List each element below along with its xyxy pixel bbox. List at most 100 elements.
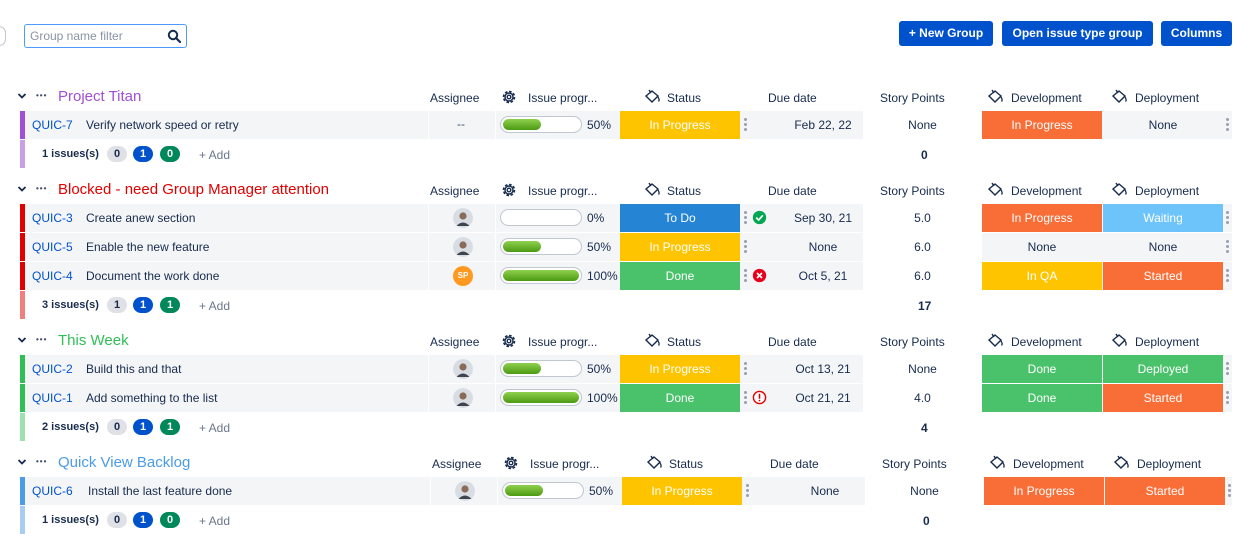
- deployment-column-header[interactable]: Deployment: [1135, 91, 1200, 105]
- status-lozenge[interactable]: In Progress: [620, 111, 740, 139]
- assignee-avatar[interactable]: [455, 481, 475, 501]
- add-issue-link[interactable]: + Add: [199, 299, 231, 313]
- issue-key-link[interactable]: QUIC-4: [32, 269, 73, 283]
- story-points-column-header[interactable]: Story Points: [882, 457, 947, 471]
- assignee-cell[interactable]: [428, 355, 496, 383]
- issue-row[interactable]: QUIC-4 Document the work done SP 100% Done Oc…: [20, 262, 1232, 290]
- story-points-column-header[interactable]: Story Points: [880, 184, 945, 198]
- group-actions-menu-button[interactable]: •••: [36, 335, 48, 344]
- progress-column-header[interactable]: Issue progr...: [528, 91, 598, 105]
- due-date-column-header[interactable]: Due date: [770, 457, 819, 471]
- collapse-group-button[interactable]: [14, 454, 30, 470]
- assignee-avatar[interactable]: [453, 237, 473, 257]
- status-lozenge[interactable]: In Progress: [620, 355, 740, 383]
- status-lozenge[interactable]: Done: [620, 262, 740, 290]
- due-date-value[interactable]: None: [808, 240, 838, 254]
- due-date-column-header[interactable]: Due date: [768, 91, 817, 105]
- development-status-lozenge[interactable]: Done: [982, 355, 1102, 383]
- issue-row[interactable]: QUIC-3 Create anew section 0% To Do Sep 30, …: [20, 204, 1232, 232]
- due-date-column-header[interactable]: Due date: [768, 184, 817, 198]
- issue-summary[interactable]: Build this and that: [86, 362, 182, 376]
- group-actions-menu-button[interactable]: •••: [36, 457, 48, 466]
- status-column-header[interactable]: Status: [667, 91, 702, 105]
- issue-summary[interactable]: Install the last feature done: [88, 484, 233, 498]
- status-column-header[interactable]: Status: [667, 335, 702, 349]
- progress-column-header[interactable]: Issue progr...: [528, 184, 598, 198]
- columns-button[interactable]: Columns: [1161, 21, 1232, 46]
- deployment-status-lozenge[interactable]: Started: [1105, 477, 1225, 505]
- collapse-group-button[interactable]: [14, 181, 30, 197]
- issue-row[interactable]: QUIC-5 Enable the new feature 50% In Progre…: [20, 233, 1232, 261]
- assignee-column-header[interactable]: Assignee: [430, 335, 480, 349]
- due-date-value[interactable]: Oct 13, 21: [795, 362, 851, 376]
- due-date-value[interactable]: Oct 5, 21: [798, 269, 848, 283]
- open-issue-type-group-button[interactable]: Open issue type group: [1002, 21, 1153, 46]
- assignee-avatar[interactable]: [453, 208, 473, 228]
- assignee-cell[interactable]: --: [428, 111, 496, 139]
- deployment-column-header[interactable]: Deployment: [1135, 335, 1200, 349]
- development-status-lozenge[interactable]: In Progress: [982, 111, 1102, 139]
- assignee-column-header[interactable]: Assignee: [430, 91, 480, 105]
- story-points-value[interactable]: None: [864, 477, 984, 505]
- issue-row[interactable]: QUIC-7 Verify network speed or retry -- 50%…: [20, 111, 1232, 139]
- progress-column-header[interactable]: Issue progr...: [530, 457, 600, 471]
- add-issue-link[interactable]: + Add: [199, 514, 231, 528]
- story-points-value[interactable]: 6.0: [862, 233, 982, 261]
- status-lozenge[interactable]: In Progress: [622, 477, 742, 505]
- assignee-cell[interactable]: [428, 384, 496, 412]
- column-drag-handle[interactable]: [1226, 118, 1230, 132]
- issue-row[interactable]: QUIC-2 Build this and that 50% In Progress O…: [20, 355, 1232, 383]
- assignee-cell[interactable]: [428, 233, 496, 261]
- deployment-status-lozenge[interactable]: Started: [1103, 384, 1223, 412]
- due-date-value[interactable]: None: [810, 484, 840, 498]
- deployment-status-lozenge[interactable]: Deployed: [1103, 355, 1223, 383]
- column-drag-handle[interactable]: [744, 362, 748, 376]
- status-column-header[interactable]: Status: [669, 457, 704, 471]
- development-status-lozenge[interactable]: Done: [982, 384, 1102, 412]
- assignee-cell[interactable]: SP: [428, 262, 496, 290]
- collapse-group-button[interactable]: [14, 88, 30, 104]
- due-date-value[interactable]: Sep 30, 21: [793, 211, 853, 225]
- column-drag-handle[interactable]: [744, 391, 748, 405]
- deployment-column-header[interactable]: Deployment: [1135, 184, 1200, 198]
- column-drag-handle[interactable]: [744, 211, 748, 225]
- group-actions-menu-button[interactable]: •••: [36, 91, 48, 100]
- story-points-column-header[interactable]: Story Points: [880, 91, 945, 105]
- issue-key-link[interactable]: QUIC-5: [32, 240, 73, 254]
- issue-summary[interactable]: Document the work done: [86, 269, 220, 283]
- assignee-cell[interactable]: [428, 204, 496, 232]
- due-date-value[interactable]: Feb 22, 22: [794, 118, 852, 132]
- column-drag-handle[interactable]: [746, 484, 750, 498]
- issue-key-link[interactable]: QUIC-7: [32, 118, 73, 132]
- assignee-avatar[interactable]: [453, 359, 473, 379]
- due-date-value[interactable]: Oct 21, 21: [795, 391, 851, 405]
- issue-summary[interactable]: Create anew section: [86, 211, 196, 225]
- story-points-value[interactable]: 6.0: [862, 262, 982, 290]
- column-drag-handle[interactable]: [1226, 391, 1230, 405]
- group-actions-menu-button[interactable]: •••: [36, 184, 48, 193]
- group-title[interactable]: Quick View Backlog: [58, 454, 191, 471]
- issue-key-link[interactable]: QUIC-1: [32, 391, 73, 405]
- deployment-status-lozenge[interactable]: None: [1103, 233, 1223, 261]
- assignee-avatar[interactable]: [453, 388, 473, 408]
- issue-summary[interactable]: Verify network speed or retry: [86, 118, 239, 132]
- development-status-lozenge[interactable]: In QA: [982, 262, 1102, 290]
- development-status-lozenge[interactable]: None: [982, 233, 1102, 261]
- column-drag-handle[interactable]: [744, 240, 748, 254]
- issue-key-link[interactable]: QUIC-2: [32, 362, 73, 376]
- status-lozenge[interactable]: To Do: [620, 204, 740, 232]
- column-drag-handle[interactable]: [1226, 362, 1230, 376]
- status-column-header[interactable]: Status: [667, 184, 702, 198]
- collapse-group-button[interactable]: [14, 332, 30, 348]
- sidebar-toggle-handle[interactable]: [0, 26, 6, 46]
- status-lozenge[interactable]: Done: [620, 384, 740, 412]
- deployment-status-lozenge[interactable]: None: [1103, 111, 1223, 139]
- add-issue-link[interactable]: + Add: [199, 421, 231, 435]
- search-icon[interactable]: [167, 29, 181, 43]
- group-title[interactable]: Blocked - need Group Manager attention: [58, 181, 330, 198]
- story-points-value[interactable]: 5.0: [862, 204, 982, 232]
- development-status-lozenge[interactable]: In Progress: [984, 477, 1104, 505]
- development-column-header[interactable]: Development: [1011, 335, 1082, 349]
- development-status-lozenge[interactable]: In Progress: [982, 204, 1102, 232]
- group-name-filter-input[interactable]: [25, 25, 165, 47]
